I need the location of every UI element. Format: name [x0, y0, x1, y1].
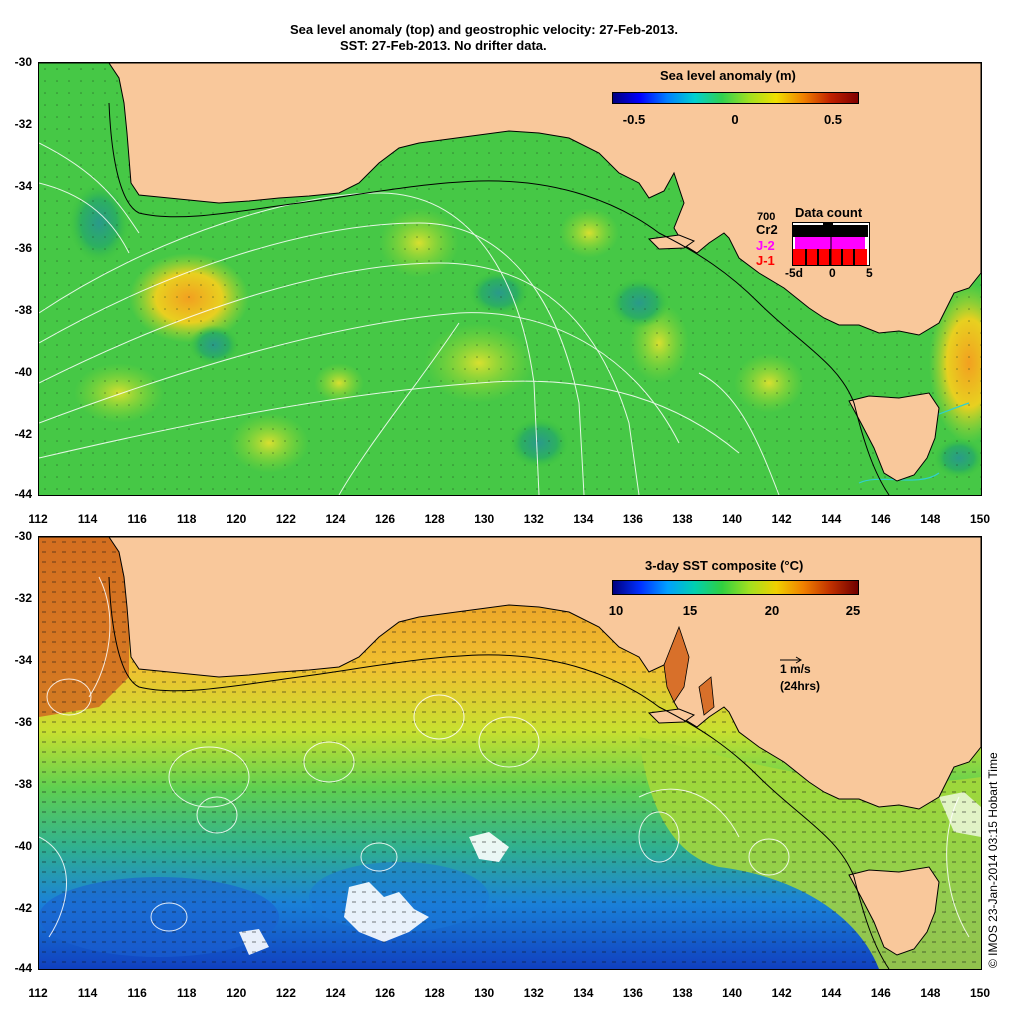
sst-lon-tick: 140	[722, 986, 743, 1000]
sst-lat-tick: -38	[14, 777, 32, 791]
sla-lon-tick: 120	[226, 512, 247, 526]
sst-map	[39, 537, 981, 969]
figure-title-line2: SST: 27-Feb-2013. No drifter data.	[340, 38, 547, 53]
sst-lon-tick: 128	[424, 986, 445, 1000]
sst-lon-tick: 148	[920, 986, 941, 1000]
data-count-chart	[792, 222, 870, 266]
sst-lon-tick: 114	[77, 986, 98, 1000]
vector-scale-arrow	[780, 656, 802, 664]
sla-lat-tick: -38	[14, 303, 32, 317]
sst-lat-tick: -34	[14, 653, 32, 667]
sst-lat-tick: -40	[14, 839, 32, 853]
sst-lat-tick: -36	[14, 715, 32, 729]
sst-lon-tick: 120	[226, 986, 247, 1000]
sla-lon-tick: 128	[424, 512, 445, 526]
sla-map	[39, 63, 981, 495]
sst-lat-tick: -32	[14, 591, 32, 605]
sst-colorbar-label: 15	[682, 603, 698, 618]
sst-lon-tick: 134	[573, 986, 594, 1000]
sla-lon-tick: 140	[722, 512, 743, 526]
vector-scale-sub: (24hrs)	[780, 679, 821, 693]
sst-tasmania	[848, 866, 940, 956]
sst-lon-tick: 132	[523, 986, 544, 1000]
sla-lon-tick: 126	[375, 512, 396, 526]
sla-lon-tick: 142	[771, 512, 792, 526]
sst-lon-tick: 126	[375, 986, 396, 1000]
sst-lon-tick: 116	[127, 986, 147, 1000]
sst-map-panel	[38, 536, 982, 970]
data-count-xlabel: 0	[829, 266, 836, 280]
sla-colorbar-title: Sea level anomaly (m)	[660, 68, 796, 83]
sst-colorbar-label: 20	[764, 603, 780, 618]
imos-credit: © IMOS 23-Jan-2014 03:15 Hobart Time	[986, 752, 1000, 968]
sla-colorbar-label: 0	[731, 112, 739, 127]
sla-map-panel	[38, 62, 982, 496]
data-count-max: 700	[757, 211, 776, 223]
data-count-j1: J-1	[756, 253, 775, 268]
sla-lon-tick: 148	[920, 512, 941, 526]
sla-lon-tick: 150	[969, 512, 991, 526]
sla-lon-tick: 146	[870, 512, 891, 526]
sst-land	[39, 537, 981, 810]
vector-scale-label: 1 m/s	[780, 662, 811, 676]
sst-lon-tick: 112	[28, 986, 48, 1000]
data-count-cr2: Cr2	[756, 222, 778, 237]
sla-lon-tick: 124	[325, 512, 346, 526]
sst-colorbar-title: 3-day SST composite (°C)	[645, 558, 804, 573]
sla-lon-tick: 118	[177, 512, 197, 526]
sla-lat-tick: -30	[14, 55, 32, 69]
sla-lat-tick: -34	[14, 179, 32, 193]
sla-colorbar	[612, 92, 859, 104]
sla-lon-tick: 144	[821, 512, 842, 526]
sla-lon-tick: 130	[474, 512, 495, 526]
sst-lat-tick: -30	[14, 529, 32, 543]
sst-lon-tick: 124	[325, 986, 346, 1000]
figure-title-line1: Sea level anomaly (top) and geostrophic …	[290, 22, 678, 37]
sla-lon-tick: 132	[523, 512, 544, 526]
sla-lat-tick: -44	[14, 487, 32, 501]
sla-lat-tick: -42	[14, 427, 32, 441]
sst-lat-tick: -44	[14, 961, 32, 975]
sla-lat-tick: -36	[14, 241, 32, 255]
sst-lon-tick: 122	[275, 986, 296, 1000]
sst-lon-tick: 146	[870, 986, 891, 1000]
sst-lon-tick: 130	[474, 986, 495, 1000]
sla-land	[39, 63, 981, 336]
sla-colorbar-label: 0.5	[823, 112, 843, 127]
sst-colorbar-label: 10	[608, 603, 624, 618]
sst-colorbar-label: 25	[845, 603, 861, 618]
data-count-title: Data count	[795, 205, 863, 220]
sla-colorbar-label: -0.5	[622, 112, 646, 127]
sst-lon-tick: 136	[622, 986, 643, 1000]
sst-lon-tick: 118	[177, 986, 197, 1000]
sst-lon-tick: 138	[672, 986, 693, 1000]
sla-shelf-line	[108, 102, 890, 495]
sst-shelf-line	[108, 576, 890, 969]
data-count-xlabel: 5	[866, 266, 873, 280]
sst-lon-tick: 142	[771, 986, 792, 1000]
sla-lat-tick: -32	[14, 117, 32, 131]
data-count-xlabel: -5d	[785, 266, 803, 280]
sst-contours	[39, 576, 970, 938]
sla-tasmania	[848, 392, 940, 482]
sla-lon-tick: 122	[275, 512, 296, 526]
sst-colorbar	[612, 580, 859, 595]
sla-lon-tick: 134	[573, 512, 594, 526]
sla-lon-tick: 138	[672, 512, 693, 526]
data-count-j2: J-2	[756, 238, 775, 253]
sst-lon-tick: 150	[969, 986, 991, 1000]
sla-lon-tick: 116	[127, 512, 147, 526]
sst-lon-tick: 144	[821, 986, 842, 1000]
sla-contours	[39, 63, 980, 495]
sla-lon-tick: 136	[622, 512, 643, 526]
sla-lon-tick: 114	[77, 512, 98, 526]
sst-lat-tick: -42	[14, 901, 32, 915]
sla-lat-tick: -40	[14, 365, 32, 379]
sla-lon-tick: 112	[28, 512, 48, 526]
